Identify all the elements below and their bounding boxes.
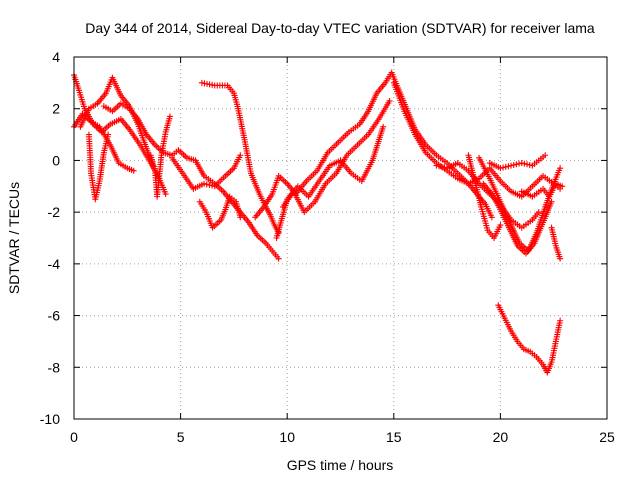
data-point [130, 167, 137, 174]
x-tick-label: 0 [70, 429, 78, 445]
y-tick-label: -6 [48, 308, 61, 324]
y-axis-label: SDTVAR / TECUs [6, 182, 22, 294]
data-point-fill [510, 161, 517, 168]
series-sat-s [518, 180, 566, 200]
series-sat-d [85, 131, 112, 203]
plot-frame [73, 56, 608, 420]
y-tick-label: 2 [52, 101, 60, 117]
grid-lines [74, 57, 607, 419]
data-point [433, 162, 440, 169]
data-point-fill [516, 160, 523, 167]
data-point-fill [513, 161, 520, 168]
data-point [488, 214, 495, 221]
series-sat-u [495, 302, 564, 376]
data-point-fill [524, 161, 531, 168]
data-point-fill [502, 163, 509, 170]
x-tick-label: 15 [386, 429, 402, 445]
data-marks [71, 69, 566, 376]
series-sat-e [100, 100, 282, 262]
data-point [237, 152, 244, 159]
y-tick-label: -4 [48, 256, 61, 272]
data-point [559, 183, 566, 190]
x-tick-label: 10 [279, 429, 295, 445]
data-point [535, 209, 542, 216]
data-point [557, 255, 564, 262]
data-point [105, 131, 112, 138]
data-point-fill [436, 163, 443, 170]
y-tick-label: 0 [52, 152, 60, 168]
data-point [162, 191, 169, 198]
data-point [386, 97, 393, 104]
data-point-fill [505, 163, 512, 170]
data-point [542, 152, 549, 159]
chart-title: Day 344 of 2014, Sidereal Day-to-day VTE… [85, 20, 595, 36]
series-sat-h [196, 193, 244, 231]
data-point [557, 317, 564, 324]
y-tick-label: -2 [48, 204, 61, 220]
data-point-fill [500, 164, 507, 171]
data-point [557, 165, 564, 172]
x-axis-label: GPS time / hours [287, 457, 394, 473]
data-point [275, 255, 282, 262]
data-point [497, 165, 504, 172]
data-point [548, 198, 555, 205]
series-sat-i [198, 79, 282, 236]
data-point [518, 160, 525, 167]
data-point-fill [209, 182, 216, 189]
data-point [201, 180, 208, 187]
series-sat-l [279, 97, 393, 216]
y-tick-label: -8 [48, 359, 61, 375]
data-point-fill [203, 181, 210, 188]
data-point [237, 214, 244, 221]
series-sat-t [548, 224, 564, 262]
x-tick-label: 20 [493, 429, 509, 445]
x-tick-label: 25 [599, 429, 615, 445]
data-point [380, 123, 387, 130]
data-point-fill [526, 161, 533, 168]
data-point [497, 222, 504, 229]
series-sat-o [465, 152, 504, 241]
data-point [166, 113, 173, 120]
data-point-fill [206, 181, 213, 188]
series-sat-r [486, 152, 549, 172]
series-sat-q [480, 180, 555, 257]
series-sat-g [169, 152, 244, 192]
data-point-fill [521, 160, 528, 167]
x-tick-label: 5 [177, 429, 185, 445]
series-sat-f [147, 113, 173, 200]
data-point [508, 162, 515, 169]
series-sat-n [433, 160, 542, 231]
y-tick-label: 4 [52, 49, 60, 65]
data-point-fill [438, 163, 445, 170]
y-tick-label: -10 [40, 411, 60, 427]
